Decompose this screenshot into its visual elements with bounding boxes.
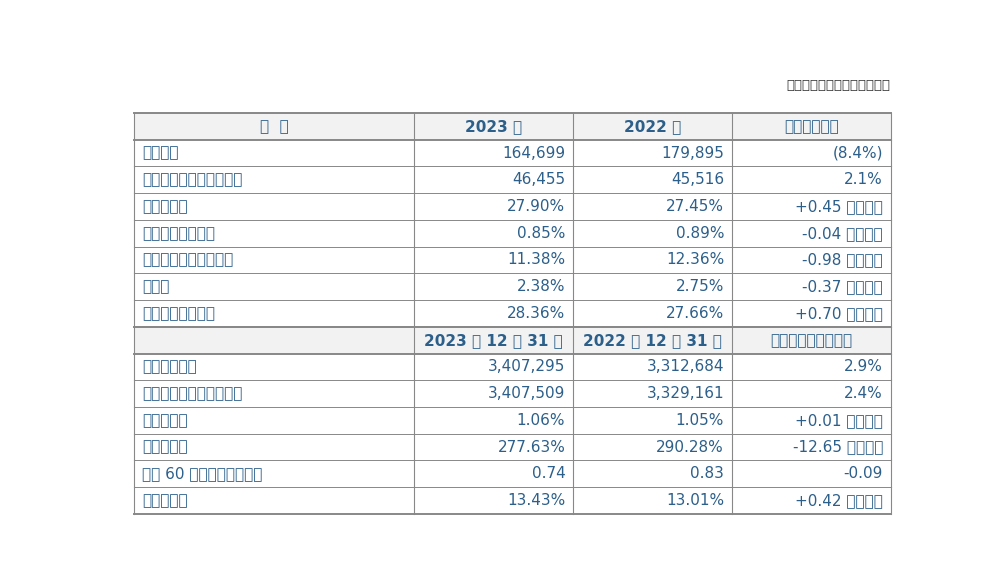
Bar [134,273,891,300]
Text: 1.05%: 1.05% [676,413,724,428]
Text: -0.04 个百分点: -0.04 个百分点 [802,226,883,241]
Text: -0.37 个百分点: -0.37 个百分点 [802,279,883,294]
Text: 27.45%: 27.45% [666,199,724,214]
Text: 发放贷款和垫款本金总额: 发放贷款和垫款本金总额 [142,386,242,401]
Text: 11.38%: 11.38% [507,253,565,267]
Text: 2.1%: 2.1% [844,173,883,187]
Text: 不良贷款率: 不良贷款率 [142,413,188,428]
Bar [134,327,891,353]
Text: 3,312,684: 3,312,684 [647,359,724,374]
Text: +0.70 个百分点: +0.70 个百分点 [795,306,883,321]
Bar [134,140,891,167]
Text: 吸收存款本金: 吸收存款本金 [142,359,197,374]
Text: 0.89%: 0.89% [676,226,724,241]
Text: 2023 年 12 月 31 日: 2023 年 12 月 31 日 [424,333,563,347]
Bar [134,113,891,140]
Text: 2.9%: 2.9% [844,359,883,374]
Text: 2.38%: 2.38% [517,279,565,294]
Text: 2.4%: 2.4% [844,386,883,401]
Text: 平均总资产收益率: 平均总资产收益率 [142,226,215,241]
Text: 2022 年 12 月 31 日: 2022 年 12 月 31 日 [583,333,722,347]
Text: 营业收入: 营业收入 [142,146,179,161]
Text: 0.83: 0.83 [690,466,724,481]
Text: 1.06%: 1.06% [517,413,565,428]
Text: 净息差: 净息差 [142,279,169,294]
Text: +0.42 个百分点: +0.42 个百分点 [795,493,883,508]
Text: 3,407,509: 3,407,509 [488,386,565,401]
Bar [134,433,891,460]
Text: 27.90%: 27.90% [507,199,565,214]
Text: 3,407,295: 3,407,295 [488,359,565,374]
Text: 3,329,161: 3,329,161 [646,386,724,401]
Text: 非利息净收入占比: 非利息净收入占比 [142,306,215,321]
Text: 归属于本行股东的净利润: 归属于本行股东的净利润 [142,173,242,187]
Text: 12.36%: 12.36% [666,253,724,267]
Text: 成本收入比: 成本收入比 [142,199,188,214]
Text: 13.01%: 13.01% [666,493,724,508]
Text: -12.65 个百分点: -12.65 个百分点 [793,439,883,455]
Bar [134,247,891,273]
Bar [134,487,891,514]
Bar [134,407,891,433]
Text: 0.85%: 0.85% [517,226,565,241]
Text: -0.98 个百分点: -0.98 个百分点 [802,253,883,267]
Bar [134,353,891,380]
Text: 46,455: 46,455 [512,173,565,187]
Text: +0.01 个百分点: +0.01 个百分点 [795,413,883,428]
Bar [134,460,891,487]
Text: 28.36%: 28.36% [507,306,565,321]
Text: +0.45 个百分点: +0.45 个百分点 [795,199,883,214]
Text: 290.28%: 290.28% [656,439,724,455]
Text: 2.75%: 2.75% [676,279,724,294]
Bar [134,300,891,327]
Text: （货币单位：人民币百万元）: （货币单位：人民币百万元） [787,80,891,92]
Bar [134,220,891,247]
Text: 13.43%: 13.43% [507,493,565,508]
Text: 2022 年: 2022 年 [624,119,681,134]
Text: 加权平均净资产收益率: 加权平均净资产收益率 [142,253,233,267]
Text: 本年末比上年末增减: 本年末比上年末增减 [770,333,852,347]
Bar [134,167,891,193]
Text: 逾期 60 天以上贷款偏离度: 逾期 60 天以上贷款偏离度 [142,466,262,481]
Text: 本年同比增减: 本年同比增减 [784,119,839,134]
Text: 277.63%: 277.63% [497,439,565,455]
Text: -0.09: -0.09 [844,466,883,481]
Text: 164,699: 164,699 [502,146,565,161]
Text: (8.4%): (8.4%) [832,146,883,161]
Bar [134,193,891,220]
Text: 拨备覆盖率: 拨备覆盖率 [142,439,188,455]
Text: 2023 年: 2023 年 [465,119,522,134]
Text: 179,895: 179,895 [661,146,724,161]
Text: 45,516: 45,516 [671,173,724,187]
Bar [134,380,891,407]
Text: 0.74: 0.74 [532,466,565,481]
Text: 资本充足率: 资本充足率 [142,493,188,508]
Text: 项  目: 项 目 [260,119,289,134]
Text: 27.66%: 27.66% [666,306,724,321]
